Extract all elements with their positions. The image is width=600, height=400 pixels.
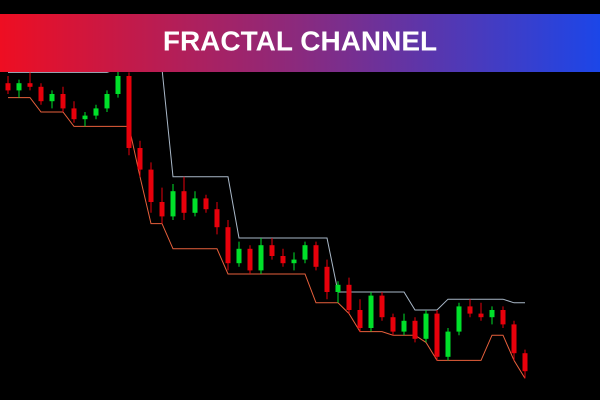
candle-body [423, 313, 429, 339]
candle-body [335, 284, 341, 292]
candle-body [489, 310, 495, 318]
candle-body [16, 83, 22, 91]
candle-body [522, 353, 528, 372]
candle-body [390, 317, 396, 332]
candle-body [313, 245, 319, 267]
candle-body [192, 198, 198, 213]
candle-body [258, 245, 264, 271]
candle-body [412, 320, 418, 339]
candle-body [478, 313, 484, 318]
candle-body [49, 94, 55, 102]
chart-title: FRACTAL CHANNEL [163, 25, 437, 56]
candle-body [93, 108, 99, 116]
candle-body [71, 108, 77, 120]
title-banner [0, 14, 600, 72]
candle-body [214, 209, 220, 228]
candle-body [511, 324, 517, 354]
plot-area [5, 68, 528, 379]
upper-channel [8, 68, 525, 311]
candle-body [456, 306, 462, 332]
candle-body [203, 198, 209, 210]
candle-body [445, 331, 451, 357]
candle-body [291, 259, 297, 264]
candle-body [467, 306, 473, 314]
candle-body [280, 256, 286, 264]
candle-body [357, 310, 363, 328]
candle-body [5, 83, 11, 91]
candle-body [401, 320, 407, 332]
candle-body [27, 83, 33, 87]
candle-body [368, 295, 374, 328]
candle-body [60, 94, 66, 109]
candle-body [302, 245, 308, 260]
candle-body [236, 248, 242, 264]
candle-body [379, 295, 385, 318]
candle-body [181, 191, 187, 213]
candle-body [38, 86, 44, 102]
candle-body [137, 148, 143, 170]
candle-body [247, 248, 253, 271]
candle-body [170, 191, 176, 217]
candle-body [104, 94, 110, 109]
candle-body [126, 76, 132, 148]
candle-body [500, 310, 506, 325]
candle-body [434, 313, 440, 357]
candle-body [346, 284, 352, 310]
candle-body [159, 202, 165, 217]
candle-body [225, 227, 231, 264]
lower-channel [8, 97, 526, 379]
candle-body [115, 76, 121, 94]
candle-body [324, 266, 330, 292]
candle-body [269, 245, 275, 256]
candle-body [148, 169, 154, 202]
candle-body [82, 115, 88, 120]
